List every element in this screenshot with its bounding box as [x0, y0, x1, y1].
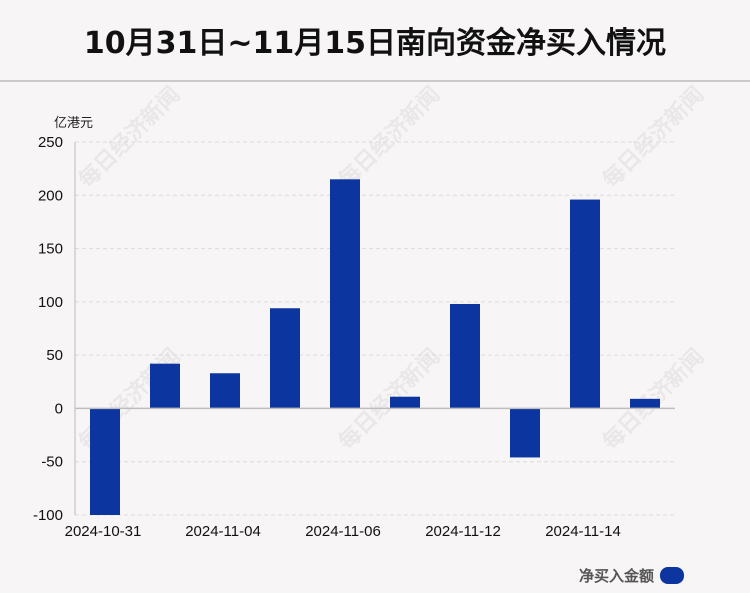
chart-title: 10月31日~11月15日南向资金净买入情况 — [83, 26, 667, 61]
bar-2024-11-13 — [510, 408, 540, 458]
bar-2024-11-12 — [450, 303, 480, 409]
bar-2024-11-14 — [570, 199, 600, 409]
bar-2024-11-06 — [330, 179, 360, 409]
y-tick-label: -50 — [41, 454, 63, 471]
y-tick-label: 50 — [46, 347, 63, 364]
x-tick-label: 2024-11-12 — [425, 523, 501, 540]
x-tick-label: 2024-10-31 — [65, 523, 142, 540]
y-axis-unit-label: 亿港元 — [54, 116, 94, 131]
bar-2024-11-01 — [150, 363, 180, 409]
x-tick-label: 2024-11-14 — [545, 523, 621, 540]
y-tick-label: 250 — [38, 134, 63, 151]
bar-2024-10-31 — [90, 408, 120, 515]
x-tick-label: 2024-11-04 — [185, 523, 261, 540]
title-divider — [0, 80, 750, 82]
legend-swatch — [660, 567, 684, 584]
y-tick-label: 200 — [38, 187, 63, 204]
bar-2024-11-07 — [390, 396, 420, 409]
bar-2024-11-04 — [210, 373, 240, 409]
y-tick-label: -100 — [33, 507, 63, 524]
bar-2024-11-15 — [630, 398, 660, 409]
y-tick-label: 100 — [38, 294, 63, 311]
legend: 净买入金额 — [579, 565, 684, 586]
legend-label: 净买入金额 — [578, 567, 654, 585]
y-tick-label: 0 — [55, 400, 63, 417]
x-tick-label: 2024-11-06 — [305, 523, 381, 540]
y-tick-label: 150 — [38, 241, 63, 258]
bar-2024-11-05 — [270, 308, 300, 409]
